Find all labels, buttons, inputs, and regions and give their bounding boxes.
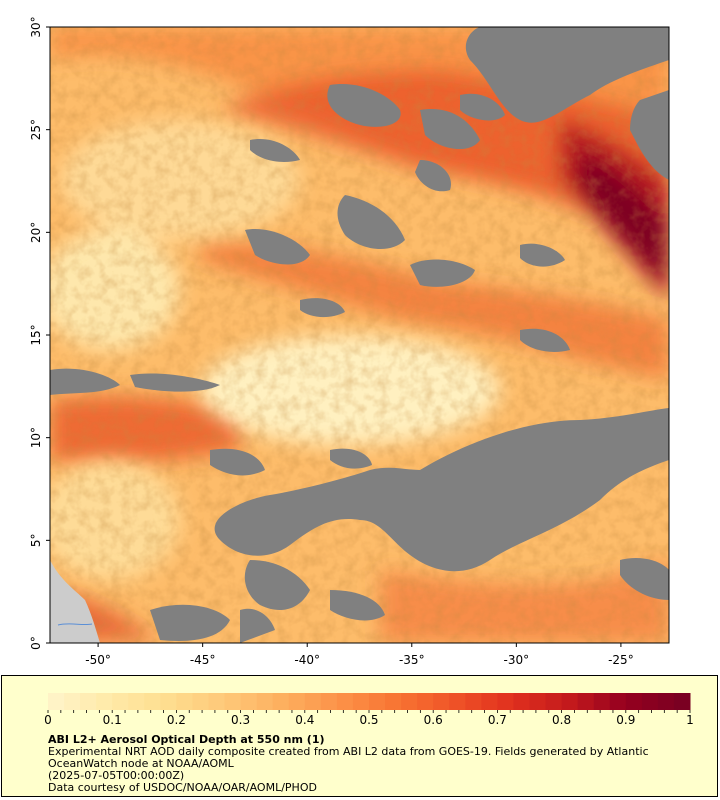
colorbar-swatch: [64, 693, 81, 710]
colorbar-swatch: [320, 693, 338, 710]
colorbar-tick-label: 1: [686, 713, 694, 727]
x-axis: -50° -45° -40° -35° -30° -25°: [85, 643, 634, 667]
x-tick-label: -35°: [399, 653, 425, 667]
y-tick-label: 15°: [29, 324, 43, 345]
colorbar-tick-label: 0: [44, 713, 52, 727]
colorbar-swatch: [160, 693, 177, 710]
x-tick-label: -25°: [608, 653, 634, 667]
colorbar-swatch: [224, 693, 242, 710]
legend-credit: Data courtesy of USDOC/NOAA/OAR/AOML/PHO…: [48, 781, 317, 794]
colorbar-tick-label: 0.1: [103, 713, 122, 727]
colorbar-swatch: [545, 693, 563, 710]
river-line: [57, 623, 93, 626]
colorbar-swatch: [561, 693, 579, 710]
colorbar-swatch: [625, 693, 643, 710]
colorbar-tick-label: 0.8: [552, 713, 571, 727]
y-tick-label: 5°: [29, 534, 43, 548]
x-tick-label: -40°: [294, 653, 320, 667]
legend-title: ABI L2+ Aerosol Optical Depth at 550 nm …: [48, 733, 325, 746]
colorbar-swatch: [112, 693, 129, 710]
colorbar-swatch: [529, 693, 547, 710]
colorbar-swatch: [465, 693, 482, 710]
colorbar-swatch: [593, 693, 611, 710]
colorbar-swatch: [288, 693, 306, 710]
colorbar-swatch: [336, 693, 354, 710]
colorbar-swatch: [481, 693, 498, 710]
colorbar-swatch: [208, 693, 226, 710]
colorbar-swatch: [609, 693, 627, 710]
y-tick-label: 20°: [29, 222, 43, 243]
colorbar-swatch: [96, 693, 113, 710]
y-axis: 0° 5° 10° 15° 20° 25° 30°: [29, 16, 50, 650]
x-tick-label: -50°: [85, 653, 111, 667]
colorbar-swatch: [352, 693, 370, 710]
colorbar-swatch: [240, 693, 258, 710]
aod-field: [50, 27, 669, 643]
colorbar-swatch: [176, 693, 193, 710]
legend-description: Experimental NRT AOD daily composite cre…: [48, 745, 649, 770]
colorbar-swatch: [449, 693, 466, 710]
y-tick-label: 25°: [29, 119, 43, 140]
colorbar-tick-label: 0.2: [167, 713, 186, 727]
colorbar-tick-label: 0.6: [424, 713, 443, 727]
colorbar: 0 0.1 0.2 0.3 0.4 0.5 0.6 0.7 0.8 0.9 1: [44, 693, 694, 727]
colorbar-swatch: [497, 693, 514, 710]
colorbar-swatch: [673, 693, 691, 710]
colorbar-tick-label: 0.5: [359, 713, 378, 727]
colorbar-swatch: [144, 693, 161, 710]
no-data-regions: [50, 27, 669, 643]
x-tick-label: -45°: [190, 653, 216, 667]
x-tick-label: -30°: [504, 653, 530, 667]
legend-text: ABI L2+ Aerosol Optical Depth at 550 nm …: [48, 734, 688, 794]
legend-date: (2025-07-05T00:00:00Z): [48, 769, 185, 782]
colorbar-swatch: [80, 693, 97, 710]
legend-panel: 0 0.1 0.2 0.3 0.4 0.5 0.6 0.7 0.8 0.9 1 ABI L2+ Ae…: [1, 675, 718, 797]
colorbar-swatch: [657, 693, 675, 710]
colorbar-tick-label: 0.4: [295, 713, 314, 727]
colorbar-swatch: [256, 693, 274, 710]
colorbar-swatch: [272, 693, 290, 710]
colorbar-swatch: [385, 693, 402, 710]
y-tick-label: 30°: [29, 16, 43, 37]
colorbar-swatch: [401, 693, 418, 710]
aod-map: 0° 5° 10° 15° 20° 25° 30° -50° -45° -40° -35° -30°…: [29, 16, 670, 667]
colorbar-swatch: [577, 693, 595, 710]
colorbar-swatch: [48, 693, 65, 710]
colorbar-tick-label: 0.3: [231, 713, 250, 727]
colorbar-swatch: [641, 693, 659, 710]
colorbar-swatch: [128, 693, 145, 710]
colorbar-swatch: [192, 693, 209, 710]
y-tick-label: 10°: [29, 427, 43, 448]
colorbar-swatch: [369, 693, 386, 710]
land-south-america: [50, 560, 100, 643]
colorbar-tick-label: 0.9: [616, 713, 635, 727]
colorbar-swatch: [513, 693, 530, 710]
colorbar-tick-label: 0.7: [488, 713, 507, 727]
y-tick-label: 0°: [29, 636, 43, 650]
colorbar-swatch: [304, 693, 322, 710]
colorbar-swatch: [433, 693, 450, 710]
colorbar-swatch: [417, 693, 434, 710]
